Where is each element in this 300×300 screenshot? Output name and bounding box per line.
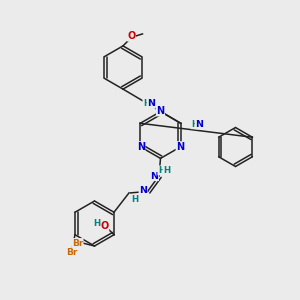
Text: Br: Br: [72, 238, 83, 247]
Text: N: N: [151, 172, 158, 181]
Text: H: H: [191, 120, 198, 129]
Text: N: N: [147, 99, 155, 108]
Text: N: N: [137, 142, 145, 152]
Text: O: O: [127, 31, 136, 41]
Text: Br: Br: [66, 248, 78, 257]
Text: H: H: [131, 195, 138, 204]
Text: H: H: [143, 99, 150, 108]
Text: H: H: [93, 220, 100, 229]
Text: H: H: [158, 166, 165, 175]
Text: N: N: [156, 106, 165, 116]
Text: H: H: [163, 166, 170, 175]
Text: N: N: [195, 120, 203, 129]
Text: O: O: [100, 221, 109, 231]
Text: N: N: [176, 142, 184, 152]
Text: N: N: [139, 186, 147, 195]
